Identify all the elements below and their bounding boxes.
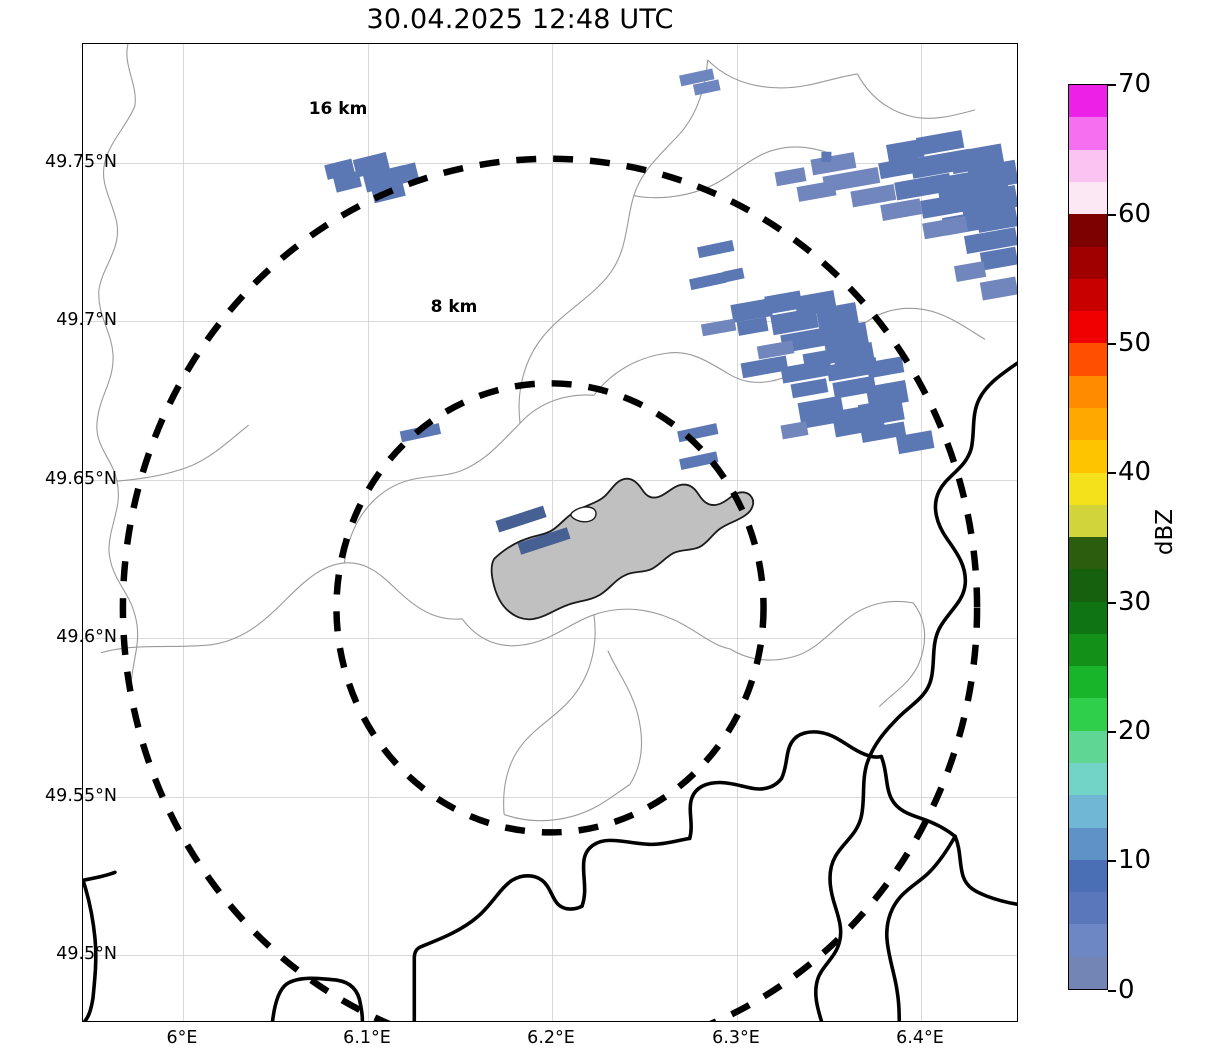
xtick-label-63e: 6.3°E <box>712 1028 760 1048</box>
colorbar-band <box>1069 827 1107 860</box>
colorbar-band <box>1069 85 1107 118</box>
ytick-label-497: 49.7°N <box>56 310 117 330</box>
xtick-label-64e: 6.4°E <box>896 1028 944 1048</box>
cbar-tick-label-20: 20 <box>1118 716 1152 746</box>
colorbar-band <box>1069 149 1107 182</box>
xtick-label-61e: 6.1°E <box>343 1028 391 1048</box>
gridline-vertical <box>737 44 738 1021</box>
cbar-tick-mark <box>1108 214 1116 216</box>
colorbar-band <box>1069 569 1107 602</box>
ytick-label-4965: 49.65°N <box>45 469 117 489</box>
colorbar-band <box>1069 214 1107 247</box>
gridline-horizontal <box>83 321 1017 322</box>
colorbar-band <box>1069 278 1107 312</box>
range-rings <box>119 155 981 1021</box>
colorbar-title: dBZ <box>1152 508 1178 556</box>
cbar-tick-mark <box>1108 472 1116 474</box>
colorbar-band <box>1069 343 1107 376</box>
gridline-horizontal <box>83 163 1017 164</box>
cbar-tick-label-60: 60 <box>1118 199 1152 229</box>
colorbar-band <box>1069 472 1107 505</box>
colorbar-band <box>1069 440 1107 473</box>
colorbar[interactable] <box>1068 84 1108 990</box>
gridline-horizontal <box>83 797 1017 798</box>
xtick-mark <box>183 1021 184 1022</box>
xtick-mark <box>921 1021 922 1022</box>
ytick-label-4955: 49.55°N <box>45 786 117 806</box>
cbar-tick-mark <box>1108 343 1116 345</box>
figure-title: 30.04.2025 12:48 UTC <box>366 4 674 35</box>
gridline-vertical <box>183 44 184 1021</box>
radar-echo-cells <box>324 68 1017 555</box>
cbar-tick-mark <box>1108 731 1116 733</box>
colorbar-band <box>1069 666 1107 699</box>
cbar-tick-label-10: 10 <box>1118 845 1152 875</box>
gridline-horizontal <box>83 955 1017 956</box>
xtick-mark <box>552 1021 553 1022</box>
ytick-label-495: 49.5°N <box>56 944 117 964</box>
colorbar-band <box>1069 892 1107 925</box>
national-border <box>83 361 1017 1021</box>
city-polygon-luxembourg <box>490 477 755 621</box>
map-graphics <box>83 44 1017 1021</box>
colorbar-band <box>1069 181 1107 215</box>
cbar-tick-label-30: 30 <box>1118 587 1152 617</box>
range-ring-label-16km: 16 km <box>308 99 368 119</box>
radar-map-axes[interactable]: 16 km 8 km <box>82 43 1018 1022</box>
xtick-mark <box>368 1021 369 1022</box>
gridline-horizontal <box>83 638 1017 639</box>
colorbar-band <box>1069 407 1107 441</box>
ytick-label-496: 49.6°N <box>56 627 117 647</box>
colorbar-band <box>1069 117 1107 150</box>
cbar-tick-label-50: 50 <box>1118 328 1152 358</box>
xtick-label-62e: 6.2°E <box>527 1028 575 1048</box>
colorbar-band <box>1069 859 1107 893</box>
colorbar-band <box>1069 537 1107 570</box>
cbar-tick-label-70: 70 <box>1118 69 1152 99</box>
colorbar-band <box>1069 956 1107 989</box>
gridline-vertical <box>368 44 369 1021</box>
cbar-tick-label-0: 0 <box>1118 975 1135 1005</box>
colorbar-band <box>1069 375 1107 408</box>
colorbar-band <box>1069 601 1107 634</box>
gridline-vertical <box>921 44 922 1021</box>
gridline-horizontal <box>83 480 1017 481</box>
cbar-tick-mark <box>1108 860 1116 862</box>
xtick-mark <box>737 1021 738 1022</box>
colorbar-band <box>1069 246 1107 279</box>
colorbar-band <box>1069 763 1107 796</box>
admin-boundaries-thin <box>96 44 986 822</box>
colorbar-band <box>1069 924 1107 957</box>
colorbar-band <box>1069 730 1107 764</box>
colorbar-band <box>1069 633 1107 667</box>
cbar-tick-mark <box>1108 990 1116 992</box>
cbar-tick-label-40: 40 <box>1118 457 1152 487</box>
colorbar-band <box>1069 311 1107 344</box>
range-ring-label-8km: 8 km <box>430 297 478 317</box>
colorbar-band <box>1069 504 1107 538</box>
cbar-tick-mark <box>1108 602 1116 604</box>
cbar-tick-mark <box>1108 84 1116 86</box>
xtick-label-6e: 6°E <box>166 1028 198 1048</box>
range-ring-16km <box>119 155 981 1021</box>
ytick-label-4975: 49.75°N <box>45 152 117 172</box>
colorbar-band <box>1069 698 1107 731</box>
range-ring-8km <box>333 380 767 836</box>
colorbar-band <box>1069 795 1107 828</box>
